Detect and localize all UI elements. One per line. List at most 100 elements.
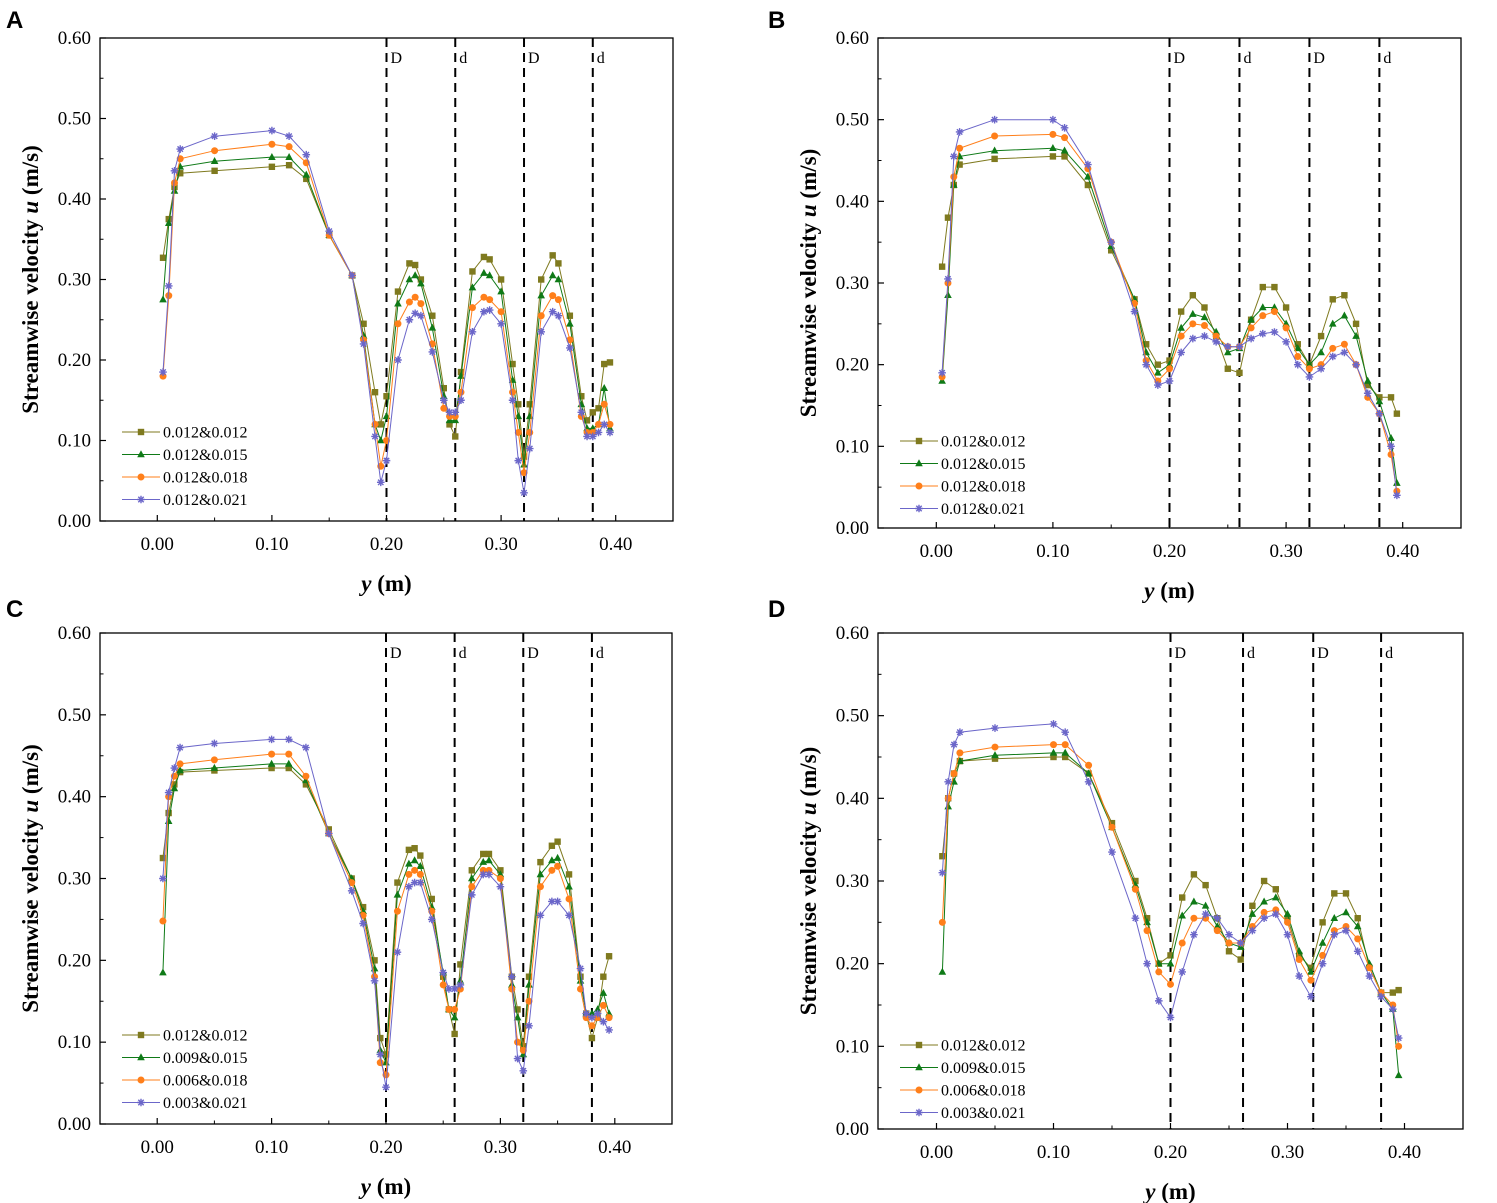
data-point bbox=[382, 1083, 390, 1091]
data-point bbox=[479, 870, 488, 879]
data-point bbox=[451, 1030, 458, 1038]
data-point bbox=[285, 152, 293, 160]
data-point bbox=[1363, 389, 1372, 398]
data-point bbox=[1202, 881, 1209, 889]
data-point bbox=[595, 405, 602, 412]
y-tick-label: 0.30 bbox=[836, 273, 869, 294]
data-point bbox=[1282, 338, 1290, 346]
data-point bbox=[359, 919, 367, 928]
data-point bbox=[1061, 748, 1069, 756]
y-tick-label: 0.00 bbox=[836, 518, 869, 539]
data-point bbox=[1375, 409, 1384, 418]
data-point bbox=[405, 275, 414, 283]
x-tick-label: 0.20 bbox=[369, 1137, 402, 1158]
data-point bbox=[1177, 323, 1185, 331]
x-axis-unit: (m) bbox=[371, 571, 411, 596]
divider-label: d bbox=[459, 645, 467, 662]
x-tick-label: 0.10 bbox=[255, 1137, 288, 1158]
y-axis-title: Streamwise velocity u (m/s) bbox=[18, 145, 43, 414]
data-point bbox=[554, 296, 562, 304]
legend-marker bbox=[137, 450, 145, 458]
data-point bbox=[526, 428, 534, 436]
data-point bbox=[1271, 283, 1278, 291]
data-point bbox=[956, 144, 964, 152]
data-point bbox=[991, 155, 998, 163]
x-axis-title: y (m) bbox=[358, 1174, 411, 1199]
data-point bbox=[950, 740, 958, 749]
data-point bbox=[1177, 308, 1185, 315]
data-point bbox=[956, 161, 963, 168]
data-point bbox=[411, 845, 418, 852]
y-tick-label: 0.40 bbox=[836, 191, 869, 212]
legend-marker bbox=[915, 1063, 923, 1071]
data-point bbox=[1340, 348, 1349, 357]
data-point bbox=[1295, 972, 1303, 980]
data-point bbox=[588, 1022, 596, 1030]
data-point bbox=[393, 890, 402, 898]
data-point bbox=[1283, 909, 1292, 917]
data-point bbox=[1131, 914, 1140, 922]
data-point bbox=[1307, 967, 1315, 975]
data-point bbox=[210, 739, 219, 748]
data-point bbox=[1340, 311, 1349, 319]
data-point bbox=[583, 417, 591, 424]
y-tick-label: 0.50 bbox=[836, 706, 869, 727]
x-tick-label: 0.40 bbox=[598, 1137, 631, 1158]
data-point bbox=[1353, 947, 1362, 956]
divider-label: D bbox=[391, 50, 403, 67]
data-point bbox=[469, 268, 476, 275]
data-point bbox=[519, 1067, 528, 1075]
data-point bbox=[600, 400, 608, 408]
data-point bbox=[1178, 939, 1186, 947]
x-axis-title: y (m) bbox=[1141, 578, 1194, 603]
data-point bbox=[1225, 939, 1233, 947]
data-point bbox=[513, 1054, 522, 1063]
data-point bbox=[526, 401, 533, 408]
x-axis-var: y bbox=[358, 571, 372, 596]
data-point bbox=[1387, 442, 1395, 451]
y-axis-var: u bbox=[18, 800, 43, 813]
divider-label: d bbox=[1385, 645, 1393, 662]
data-point bbox=[956, 756, 964, 764]
data-point bbox=[938, 263, 946, 270]
y-tick-label: 0.50 bbox=[58, 109, 91, 130]
data-point bbox=[1225, 948, 1233, 955]
data-point bbox=[1212, 327, 1220, 335]
data-point bbox=[1354, 935, 1362, 943]
data-point bbox=[1167, 980, 1174, 988]
data-point bbox=[1307, 976, 1315, 984]
panel-letter: B bbox=[768, 7, 785, 34]
data-point bbox=[405, 870, 413, 878]
data-point bbox=[554, 838, 561, 845]
data-point bbox=[1178, 968, 1186, 976]
data-point bbox=[457, 388, 465, 396]
data-point bbox=[605, 1026, 613, 1034]
data-point bbox=[1328, 352, 1337, 361]
data-point bbox=[1389, 1005, 1397, 1013]
legend-label: 0.012&0.018 bbox=[163, 470, 247, 487]
legend-label: 0.012&0.012 bbox=[163, 1028, 247, 1045]
data-point bbox=[302, 170, 311, 178]
data-point bbox=[576, 964, 585, 973]
divider-label: D bbox=[1313, 50, 1325, 67]
y-tick-label: 0.10 bbox=[58, 1032, 91, 1053]
x-axis-title: y (m) bbox=[358, 571, 411, 596]
y-axis-title: Streamwise velocity u (m/s) bbox=[796, 149, 821, 418]
data-point bbox=[548, 856, 556, 864]
data-point bbox=[566, 319, 574, 327]
data-point bbox=[514, 1038, 522, 1046]
data-point bbox=[1084, 769, 1093, 777]
data-point bbox=[428, 323, 437, 331]
data-point bbox=[991, 755, 999, 762]
data-point bbox=[377, 421, 384, 428]
y-axis-var: u bbox=[796, 204, 821, 217]
y-tick-label: 0.20 bbox=[836, 355, 869, 376]
y-tick-label: 0.60 bbox=[58, 28, 91, 49]
y-tick-label: 0.30 bbox=[836, 871, 869, 892]
data-point bbox=[594, 428, 603, 437]
data-point bbox=[554, 862, 562, 870]
data-point bbox=[1167, 952, 1174, 959]
data-point bbox=[508, 972, 516, 981]
data-point bbox=[1260, 897, 1268, 905]
data-point bbox=[405, 298, 413, 306]
